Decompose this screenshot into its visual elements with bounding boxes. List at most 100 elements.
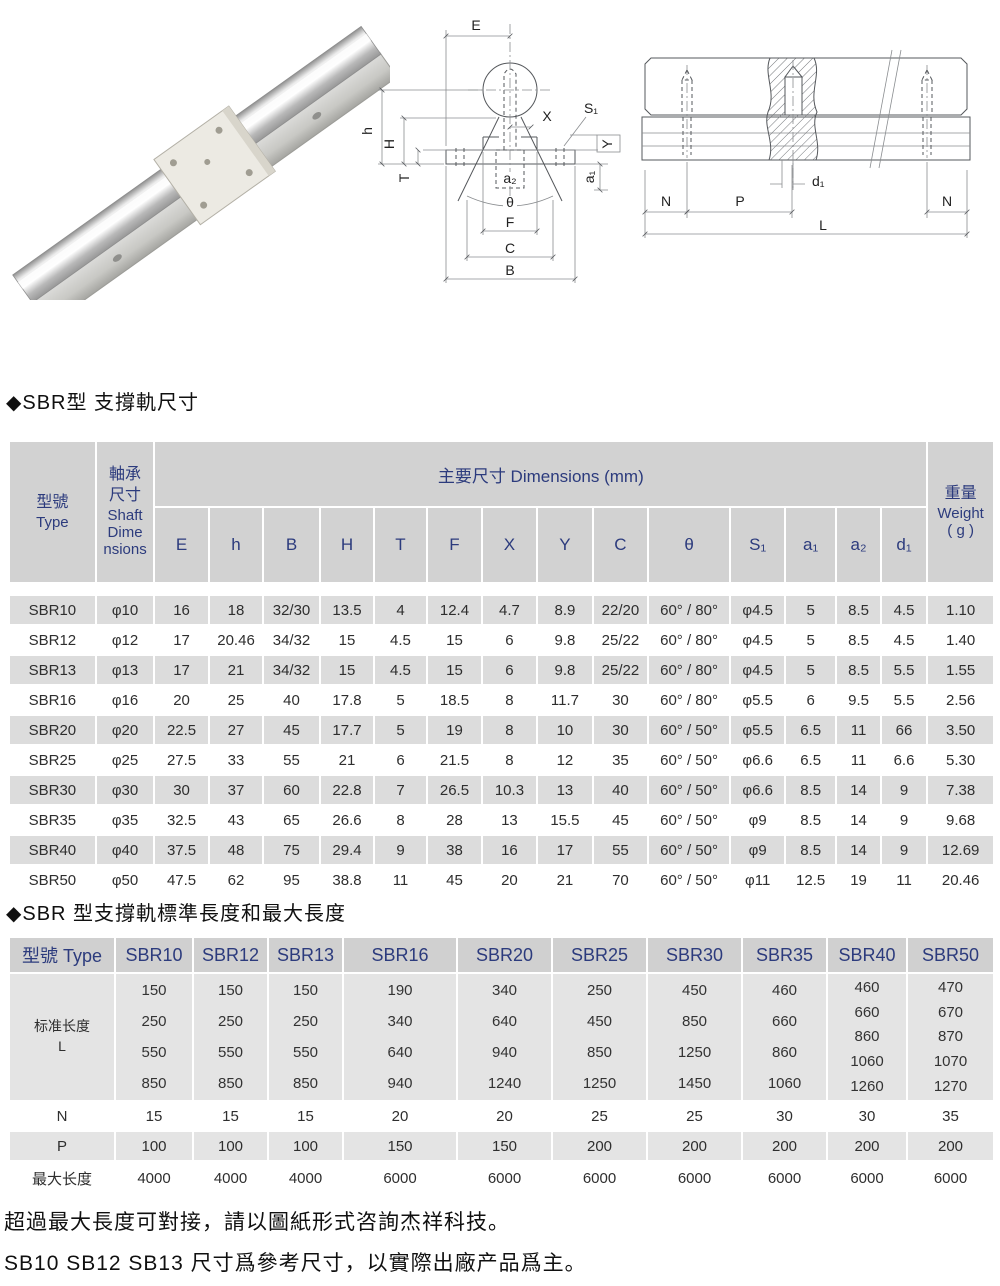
cell: 16	[483, 836, 536, 864]
cell: 20	[483, 866, 536, 894]
cell: φ9	[731, 806, 784, 834]
cell: 8.5	[785, 806, 836, 834]
table-row: SBR10 φ10 16 18 32/30 13.5 4 12.4 4.7 8.9 22/20 60°…	[10, 596, 993, 624]
cell: 8.5	[785, 776, 836, 804]
cell: 14	[837, 806, 880, 834]
dim-label-d1: d₁	[812, 173, 825, 189]
cell: 16	[155, 596, 208, 624]
row-label: SBR12	[10, 626, 95, 654]
cell: φ10	[96, 596, 154, 624]
header-cell: F	[427, 508, 482, 582]
cell: 4000	[194, 1162, 267, 1194]
cell: 5	[785, 596, 836, 624]
row-label: SBR25	[10, 746, 95, 774]
cell: 13	[483, 806, 536, 834]
cell: 8.5	[785, 836, 836, 864]
table-row: SBR20 φ20 22.5 27 45 17.7 5 19 8 10 30 60° / 50° φ5.…	[10, 716, 993, 744]
section-title-lengths: ◆SBR 型支撐軌標準長度和最大長度	[6, 903, 347, 925]
header-cell-type: 型號 Type	[10, 938, 114, 972]
cell: 30	[828, 1102, 906, 1130]
cell: 32.5	[155, 806, 208, 834]
dimension-lines	[642, 160, 970, 238]
cell: 8.5	[837, 596, 880, 624]
cell: 18	[209, 596, 263, 624]
cell: 6	[785, 686, 836, 714]
dim-label-B: B	[505, 262, 514, 278]
table-row-N: N 15 15 15 20 20 25 25 30 30 35	[10, 1102, 993, 1130]
row-label: N	[10, 1102, 114, 1130]
cell: 5.30	[928, 746, 993, 774]
table-row: SBR30 φ30 30 37 60 22.8 7 26.5 10.3 13 40 60° / 50°…	[10, 776, 993, 804]
cell: φ11	[731, 866, 784, 894]
header-cell: SBR16	[344, 938, 456, 972]
cell: 12	[537, 746, 593, 774]
cell: 5	[785, 626, 836, 654]
cell: 4.5	[375, 626, 426, 654]
mount-hole	[112, 254, 122, 262]
dim-label-E: E	[471, 17, 480, 33]
header-cell: X	[483, 508, 536, 582]
cell: 60° / 50°	[648, 746, 730, 774]
screw-left	[681, 65, 693, 158]
cell: 200	[828, 1132, 906, 1160]
cell: 150 250 550 850	[269, 974, 342, 1100]
standard-length-row: 标准长度 L 150 250 550 850 150 250 550 850 150 250 5…	[10, 974, 993, 1100]
cell: 5.5	[881, 686, 927, 714]
cell: 60° / 80°	[648, 656, 730, 684]
header-cell: SBR25	[553, 938, 646, 972]
cell: 8.9	[537, 596, 593, 624]
cell: 4.5	[375, 656, 426, 684]
cell: 66	[881, 716, 927, 744]
cell: φ9	[731, 836, 784, 864]
dim-label-X: X	[542, 108, 552, 124]
cell: 18.5	[427, 686, 482, 714]
cell: 9.8	[537, 626, 593, 654]
dim-label-Y: Y	[599, 139, 615, 149]
table-row: SBR25 φ25 27.5 33 55 21 6 21.5 8 12 35 60° / 50° φ6.…	[10, 746, 993, 774]
cell: φ25	[96, 746, 154, 774]
header-cell: SBR30	[648, 938, 741, 972]
cell: 6.5	[785, 746, 836, 774]
table-row: SBR35 φ35 32.5 43 65 26.6 8 28 13 15.5 45 60° / 50°…	[10, 806, 993, 834]
shaft-label-line: Dime	[107, 524, 143, 542]
cell: 62	[209, 866, 263, 894]
header-cell: θ	[648, 508, 730, 582]
cell: 13	[537, 776, 593, 804]
cell: 40	[264, 686, 319, 714]
table-row: SBR16 φ16 20 25 40 17.8 5 18.5 8 11.7 30 60° / 80° φ…	[10, 686, 993, 714]
section-title-dimensions: ◆SBR型 支撐軌尺寸	[6, 392, 200, 414]
cell: 27.5	[155, 746, 208, 774]
cell: 2.56	[928, 686, 993, 714]
cell: 20	[344, 1102, 456, 1130]
cell: 60° / 80°	[648, 596, 730, 624]
cell: φ5.5	[731, 686, 784, 714]
cell: 8	[483, 746, 536, 774]
cell: 60° / 80°	[648, 626, 730, 654]
cell: 38.8	[320, 866, 374, 894]
cell: 200	[743, 1132, 826, 1160]
cross-section-diagram: E h H T X S₁ Y a₁ a₂ θ F C B	[360, 17, 621, 283]
dim-label-L: L	[819, 217, 827, 233]
cell: 15	[269, 1102, 342, 1130]
row-label: SBR35	[10, 806, 95, 834]
header-cell: C	[594, 508, 647, 582]
dimension-labels: E h H T X S₁ Y a₁ a₂ θ F C B	[360, 17, 615, 278]
cell: φ4.5	[731, 656, 784, 684]
cell: 8.5	[837, 656, 880, 684]
cell: 65	[264, 806, 319, 834]
dim-label-a1: a₁	[581, 170, 597, 183]
cell: 150	[458, 1132, 551, 1160]
cell: 37.5	[155, 836, 208, 864]
header-cell: H	[320, 508, 374, 582]
cell: 14	[837, 776, 880, 804]
weight-label-line: Weight	[937, 505, 984, 523]
cell: φ16	[96, 686, 154, 714]
cell: 35	[908, 1102, 993, 1130]
weight-label-line: ( g )	[947, 522, 974, 540]
cell: 11.7	[537, 686, 593, 714]
cell: 21	[320, 746, 374, 774]
screw-right	[921, 65, 933, 158]
dimension-table: 型號 Type 軸承 尺寸 Shaft Dime nsions 主要尺寸 Dim…	[8, 440, 995, 896]
cell: 55	[264, 746, 319, 774]
cell: 5	[375, 686, 426, 714]
